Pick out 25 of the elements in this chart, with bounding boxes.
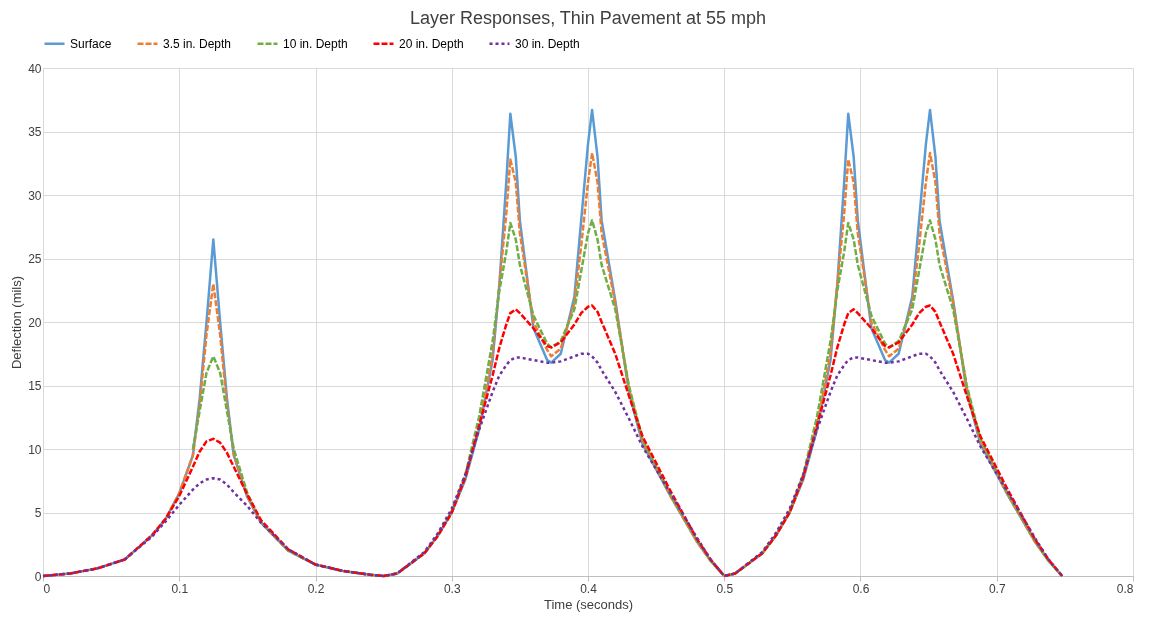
- y-tick-label: 25: [28, 252, 42, 266]
- x-tick-label: 0.8: [1116, 581, 1134, 596]
- legend-label: 20 in. Depth: [399, 36, 464, 51]
- y-tick-label: 40: [28, 61, 42, 76]
- legend-label: 30 in. Depth: [515, 36, 580, 51]
- legend-label: 10 in. Depth: [283, 36, 348, 51]
- y-tick-label: 5: [34, 506, 42, 520]
- chart-title: Layer Responses, Thin Pavement at 55 mph: [410, 8, 766, 28]
- x-tick-label: 0.1: [171, 581, 189, 596]
- y-tick-label: 30: [28, 188, 42, 203]
- x-tick-label: 0.4: [580, 581, 598, 596]
- y-tick-label: 15: [28, 379, 42, 393]
- y-axis-title: Deflection (mils): [9, 275, 25, 370]
- legend-label: Surface: [70, 36, 112, 51]
- x-tick-label: 0.6: [852, 581, 870, 596]
- x-tick-label: 0.3: [443, 581, 461, 596]
- x-tick-label: 0.2: [307, 581, 325, 596]
- x-tick-label: 0.7: [988, 581, 1006, 596]
- x-tick-label: 0.5: [716, 581, 734, 596]
- y-tick-label: 0: [34, 569, 42, 584]
- y-tick-label: 10: [28, 442, 42, 457]
- y-tick-label: 20: [28, 315, 42, 330]
- legend-label: 3.5 in. Depth: [163, 36, 232, 51]
- x-axis-title: Time (seconds): [543, 596, 634, 612]
- y-tick-label: 35: [28, 125, 42, 139]
